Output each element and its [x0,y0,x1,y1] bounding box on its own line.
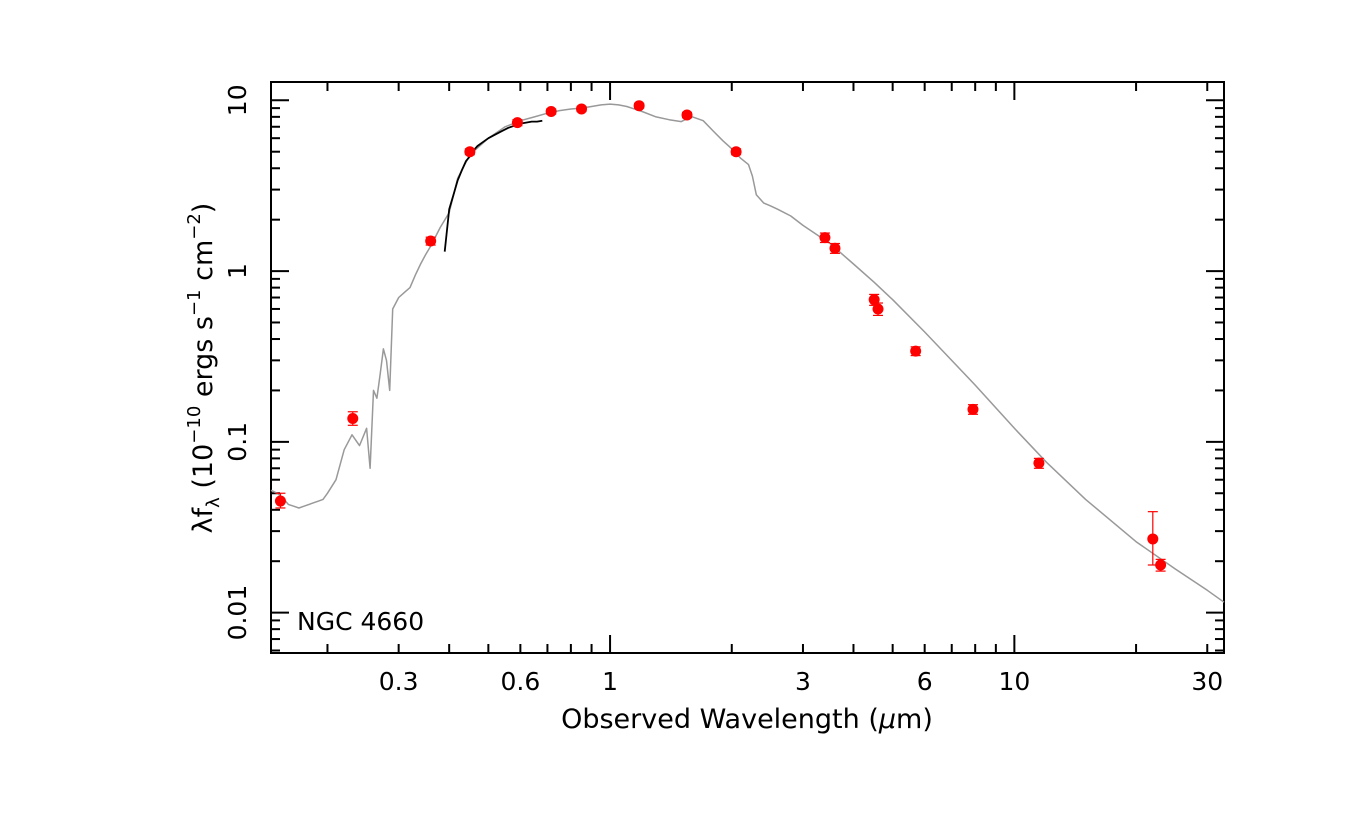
y-axis-title: λfλ (10−10 ergs s−1 cm−2) [184,203,224,534]
x-tick-label: 3 [795,667,811,696]
data-point [872,303,884,315]
y-tick-label: 10 [223,84,252,116]
data-point [274,495,286,507]
data-point [464,146,476,158]
y-tick-label: 0.01 [223,585,252,641]
plot-frame [270,81,1225,654]
galaxy-label: NGC 4660 [297,607,424,636]
data-point [681,109,693,121]
x-tick-label: 0.6 [500,667,540,696]
y-tick-label: 1 [223,263,252,279]
x-tick-label: 1 [602,667,618,696]
data-point [910,345,922,357]
data-point [730,146,742,158]
data-point [1033,457,1045,469]
spectrum-line [443,119,543,252]
data-point [1147,533,1159,545]
data-point [1155,559,1167,571]
data-point [633,100,645,112]
x-axis-title: Observed Wavelength (μm) [561,704,933,735]
data-point [425,235,437,247]
series-layer [270,103,1225,603]
y-tick-label: 0.1 [223,422,252,462]
data-point [545,105,557,117]
x-tick-label: 6 [917,667,933,696]
y-tick-labels: 0.01 0.1 1 10 [223,84,252,640]
x-tick-labels: 0.3 0.6 1 3 6 10 30 [379,667,1223,696]
data-point [967,403,979,415]
data-point [576,103,588,115]
photometry-points [274,100,1167,572]
axis-ticks [271,82,1224,653]
x-tick-label: 0.3 [379,667,419,696]
data-point [511,117,523,129]
model-line [270,103,1225,603]
data-point [347,412,359,424]
x-tick-label: 30 [1191,667,1223,696]
x-tick-label: 10 [998,667,1030,696]
data-point [829,242,841,254]
data-point [819,232,831,244]
